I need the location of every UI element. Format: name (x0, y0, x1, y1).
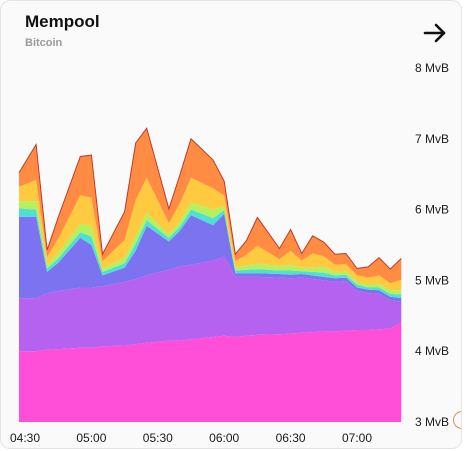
series-area-0 (19, 322, 402, 422)
series-area-4 (19, 201, 402, 295)
series-area-5 (19, 177, 402, 291)
x-tick-label: 07:00 (342, 431, 372, 445)
arrow-right-icon[interactable] (422, 20, 448, 46)
widget-subtitle: Bitcoin (25, 37, 63, 49)
x-tick-label: 06:00 (209, 431, 239, 445)
widget-title: Mempool (25, 12, 100, 31)
series-outline (18, 127, 402, 270)
y-tick-label: 7 MvB (415, 132, 449, 146)
y-tick-label: 8 MvB (415, 61, 449, 75)
series-area-6 (19, 128, 402, 284)
y-tick-label: 5 MvB (415, 273, 449, 287)
series-area-2 (19, 213, 402, 302)
y-tick-label: 6 MvB (415, 203, 449, 217)
x-tick-label: 05:30 (143, 431, 173, 445)
series-group (18, 127, 402, 422)
series-area-1 (19, 256, 402, 352)
y-tick-label: 4 MvB (415, 344, 449, 358)
x-tick-label: 06:30 (276, 431, 306, 445)
y-tick-label: 3 MvB (415, 415, 449, 429)
series-area-3 (19, 208, 402, 299)
x-tick-label: 05:00 (76, 431, 106, 445)
x-tick-label: 04:30 (10, 431, 40, 445)
